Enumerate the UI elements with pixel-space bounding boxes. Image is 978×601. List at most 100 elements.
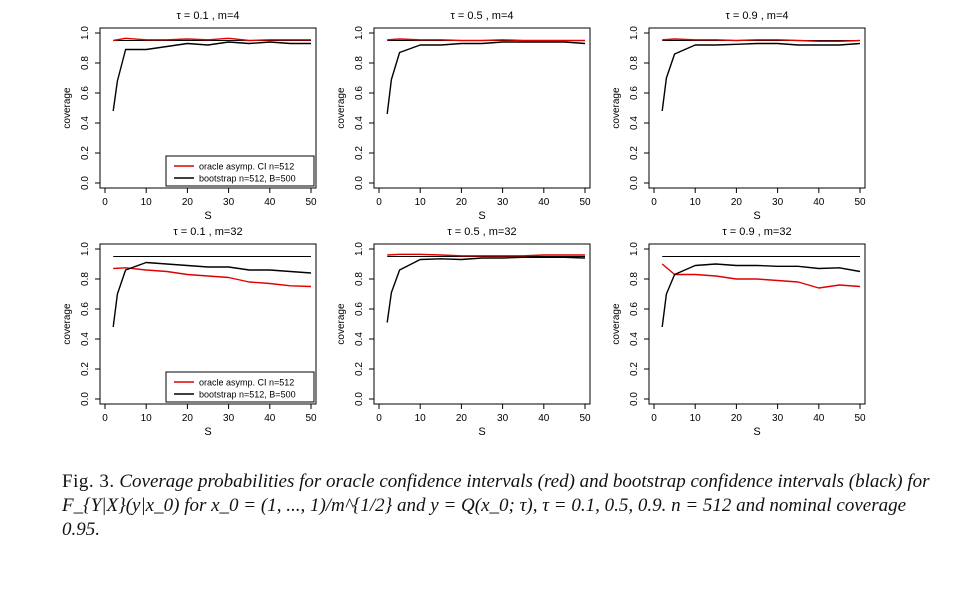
panel-title: τ = 0.5 , m=4	[450, 10, 513, 22]
y-axis-label: coverage	[336, 87, 347, 129]
x-tick-label: 40	[813, 197, 825, 208]
x-tick-label: 10	[141, 413, 153, 424]
caption-label: Fig. 3.	[62, 471, 115, 492]
plot-frame	[373, 243, 591, 405]
x-tick-label: 20	[182, 413, 194, 424]
x-tick-label: 30	[223, 413, 235, 424]
bootstrap-coverage-line	[661, 263, 861, 328]
x-tick-label: 10	[690, 197, 702, 208]
x-tick-label: 30	[497, 413, 509, 424]
y-tick-label: 0.0	[629, 176, 640, 190]
x-tick-label: 10	[690, 413, 702, 424]
y-tick-label: 0.6	[629, 302, 640, 316]
x-tick-label: 30	[772, 413, 784, 424]
panel-title: τ = 0.1 , m=4	[176, 10, 239, 22]
y-tick-label: 1.0	[80, 242, 91, 256]
y-tick-label: 0.2	[629, 146, 640, 160]
y-tick-label: 0.6	[354, 302, 365, 316]
y-tick-label: 0.8	[629, 272, 640, 286]
x-tick-label: 20	[456, 197, 468, 208]
y-tick-label: 0.8	[80, 56, 91, 70]
x-tick-label: 40	[813, 413, 825, 424]
y-tick-label: 0.0	[80, 392, 91, 406]
x-tick-label: 30	[497, 197, 509, 208]
y-tick-label: 0.6	[80, 86, 91, 100]
x-tick-label: 0	[651, 197, 657, 208]
legend-box	[165, 155, 315, 187]
y-axis-label: coverage	[611, 87, 622, 129]
y-tick-label: 0.4	[354, 116, 365, 130]
y-tick-label: 0.0	[80, 176, 91, 190]
figure-caption: Fig. 3. Coverage probabilities for oracl…	[62, 470, 942, 542]
bootstrap-coverage-line	[661, 42, 861, 112]
legend-label-oracle: oracle asymp. CI n=512	[199, 378, 294, 388]
panel-title: τ = 0.9 , m=32	[722, 226, 791, 238]
x-axis-label: S	[204, 426, 211, 438]
plot-frame	[99, 27, 317, 189]
panel-title: τ = 0.9 , m=4	[725, 10, 788, 22]
x-tick-label: 40	[264, 413, 276, 424]
y-tick-label: 1.0	[629, 242, 640, 256]
x-tick-label: 50	[305, 197, 317, 208]
legend-label-bootstrap: bootstrap n=512, B=500	[199, 174, 296, 184]
x-tick-label: 10	[415, 413, 427, 424]
x-axis-label: S	[753, 426, 760, 438]
x-tick-label: 40	[538, 197, 550, 208]
oracle-coverage-line	[113, 267, 312, 288]
oracle-coverage-line	[661, 263, 861, 289]
x-tick-label: 40	[264, 197, 276, 208]
x-tick-label: 20	[456, 413, 468, 424]
legend-label-bootstrap: bootstrap n=512, B=500	[199, 390, 296, 400]
x-tick-label: 0	[376, 413, 382, 424]
panel-title: τ = 0.5 , m=32	[447, 226, 516, 238]
x-tick-label: 30	[772, 197, 784, 208]
x-tick-label: 20	[731, 413, 743, 424]
y-tick-label: 0.2	[80, 146, 91, 160]
x-tick-label: 0	[102, 413, 108, 424]
chart-panel-1: τ = 0.1 , m=4 0 10 20 30 40 50 S 0.0 0.2 0.4 0.6 0.8…	[62, 10, 317, 222]
y-tick-label: 0.6	[354, 86, 365, 100]
y-tick-label: 1.0	[354, 26, 365, 40]
bootstrap-coverage-line	[386, 256, 586, 323]
y-tick-label: 1.0	[354, 242, 365, 256]
y-tick-label: 0.8	[80, 272, 91, 286]
oracle-coverage-line	[387, 253, 585, 257]
y-tick-label: 0.8	[354, 272, 365, 286]
y-axis-label: coverage	[611, 303, 622, 345]
x-tick-label: 50	[854, 413, 866, 424]
x-tick-label: 0	[651, 413, 657, 424]
x-tick-label: 50	[579, 197, 591, 208]
y-axis-label: coverage	[62, 303, 73, 345]
y-tick-label: 0.2	[629, 362, 640, 376]
y-tick-label: 0.6	[80, 302, 91, 316]
y-tick-label: 0.8	[629, 56, 640, 70]
x-axis-label: S	[204, 210, 211, 222]
x-tick-label: 40	[538, 413, 550, 424]
legend: oracle asymp. CI n=512 bootstrap n=512, B…	[165, 371, 315, 403]
y-tick-label: 1.0	[629, 26, 640, 40]
legend-box	[165, 371, 315, 403]
x-tick-label: 0	[102, 197, 108, 208]
legend: oracle asymp. CI n=512 bootstrap n=512, B…	[165, 155, 315, 187]
y-tick-label: 0.8	[354, 56, 365, 70]
x-tick-label: 10	[141, 197, 153, 208]
chart-panel-4: τ = 0.1 , m=32 0 10 20 30 40 50 S 0.0 0.2 0.4 0.6 0.…	[62, 226, 317, 438]
y-tick-label: 0.0	[354, 392, 365, 406]
x-tick-label: 20	[731, 197, 743, 208]
y-tick-label: 0.2	[80, 362, 91, 376]
y-tick-label: 0.6	[629, 86, 640, 100]
x-tick-label: 0	[376, 197, 382, 208]
x-tick-label: 50	[305, 413, 317, 424]
y-tick-label: 0.4	[629, 332, 640, 346]
y-tick-label: 0.4	[80, 332, 91, 346]
x-axis-label: S	[478, 210, 485, 222]
y-tick-label: 0.4	[354, 332, 365, 346]
coverage-figure: τ = 0.1 , m=4 0 10 20 30 40 50 S 0.0 0.2 0.4 0.6 0.8…	[62, 10, 866, 438]
x-axis-label: S	[478, 426, 485, 438]
y-tick-label: 0.4	[629, 116, 640, 130]
y-tick-label: 0.0	[354, 176, 365, 190]
chart-panel-3: τ = 0.9 , m=4 0 10 20 30 40 50 S 0.0 0.2 0.4 0.6 0.8…	[611, 10, 866, 222]
caption-text: Coverage probabilities for oracle confid…	[62, 471, 930, 540]
chart-panel-5: τ = 0.5 , m=32 0 10 20 30 40 50 S 0.0 0.2 0.4 0.6 0.…	[336, 226, 591, 438]
x-tick-label: 10	[415, 197, 427, 208]
